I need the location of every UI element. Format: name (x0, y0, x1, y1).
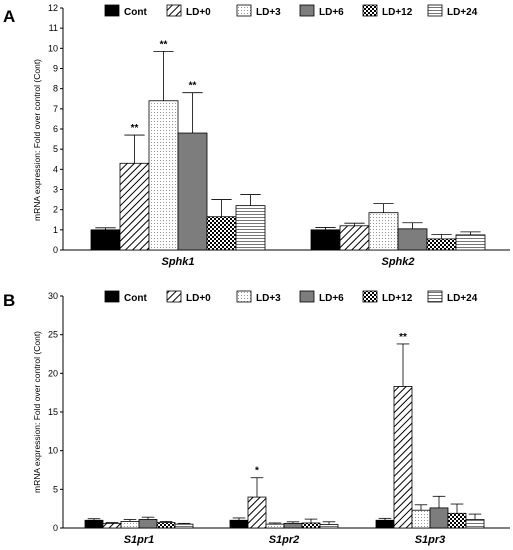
panel-b-legend-swatch (362, 290, 378, 303)
panel-a-label: A (3, 7, 15, 26)
panel-b-legend-swatch (427, 290, 443, 303)
panel-b-significance-mark: * (255, 466, 259, 477)
panel-b-bar (375, 519, 395, 529)
panel-b-y-tick-label: 30 (48, 291, 58, 301)
panel-b-bar (229, 519, 249, 529)
panel-a-bar (426, 238, 457, 251)
panel-b-legend-label: LD+12 (382, 293, 413, 304)
panel-a-bar (397, 228, 428, 251)
panel-a-legend-label: LD+0 (186, 7, 211, 18)
panel-b-bar (247, 496, 267, 529)
panel-b-legend-label: LD+6 (319, 293, 344, 304)
panel-b-y-tick-label: 20 (48, 368, 58, 378)
panel-a-bar (455, 234, 486, 251)
panel-a-y-tick-label: 6 (53, 124, 58, 134)
panel-a-y-tick-label: 0 (53, 245, 58, 255)
panel-b-chart: B mRNA expression: Fold over control (Co… (3, 290, 510, 546)
panel-a-legend-label: LD+12 (382, 7, 413, 18)
panel-b-significance-mark: ** (399, 332, 407, 343)
panel-b-bar (283, 522, 303, 529)
panel-a-bar (177, 132, 208, 251)
panel-a-bar (119, 162, 150, 251)
panel-a-bar (368, 212, 399, 251)
panel-b-bar (411, 509, 431, 529)
panel-a-legend-swatch (427, 4, 443, 17)
panel-b-legend-label: Cont (124, 293, 147, 304)
panel-b-legend-swatch (166, 290, 182, 303)
panel-b-legend-swatch (236, 290, 252, 303)
panel-a-y-tick-label: 12 (48, 3, 58, 13)
panel-a-legend-label: LD+3 (256, 7, 281, 18)
panel-b-bar (393, 386, 413, 529)
panel-a-legend-swatch (104, 4, 120, 17)
panel-a-y-tick-label: 2 (53, 205, 58, 215)
panel-b-category-label: S1pr2 (269, 534, 300, 546)
panel-b-legend-swatch (299, 290, 315, 303)
panel-b-bar (447, 512, 467, 529)
panel-a-chart: A mRNA expression: Fold over control (Co… (3, 3, 510, 268)
panel-b-bar (156, 522, 176, 529)
panel-a-legend-swatch (236, 4, 252, 17)
panel-b-bar (138, 519, 158, 529)
panel-b-category-label: S1pr3 (415, 534, 446, 546)
panel-b-bar (174, 523, 194, 529)
panel-a-bar (310, 229, 341, 251)
panel-a-y-tick-label: 5 (53, 144, 58, 154)
panel-b-y-tick-label: 25 (48, 330, 58, 340)
panel-a-y-tick-label: 10 (48, 43, 58, 53)
panel-a-bar (339, 225, 370, 251)
panel-a-significance-mark: ** (160, 39, 168, 50)
panel-b-y-tick-label: 5 (53, 484, 58, 494)
panel-b-bar (429, 507, 449, 529)
panel-a-category-label: Sphk2 (381, 256, 414, 268)
panel-a-significance-mark: ** (131, 123, 139, 134)
panel-a-y-tick-label: 1 (53, 225, 58, 235)
panel-b-bar (465, 519, 485, 529)
panel-a-y-tick-label: 8 (53, 84, 58, 94)
panel-a-bar (206, 216, 237, 251)
panel-a-legend-swatch (166, 4, 182, 17)
panel-b-bar (301, 522, 321, 529)
panel-a-y-tick-label: 11 (49, 23, 58, 33)
panel-b-y-tick-label: 10 (48, 446, 58, 456)
panel-a-y-tick-label: 3 (53, 185, 58, 195)
panel-b-bar (319, 524, 339, 529)
panel-a-bar (235, 205, 266, 251)
panel-b-bar (102, 522, 122, 529)
panel-b-y-tick-label: 0 (53, 523, 58, 533)
panel-a-significance-mark: ** (189, 81, 197, 92)
panel-a-bar (90, 229, 121, 251)
panel-b-legend-label: LD+24 (447, 293, 478, 304)
panel-a-legend-swatch (362, 4, 378, 17)
panel-b-category-label: S1pr1 (124, 534, 155, 546)
panel-a-bar (148, 100, 179, 251)
panel-b-y-tick-label: 15 (48, 407, 58, 417)
panel-b-label: B (3, 291, 15, 310)
panel-a-legend-label: Cont (124, 7, 147, 18)
panel-b-bar (120, 521, 140, 529)
panel-a-y-tick-label: 7 (53, 104, 58, 114)
panel-b-bar (84, 519, 104, 529)
panel-b-legend-label: LD+3 (256, 293, 281, 304)
panel-b-y-axis-label: mRNA expression: Fold over control (Cont… (32, 331, 42, 493)
panel-a-legend-swatch (299, 4, 315, 17)
panel-b-legend-swatch (104, 290, 120, 303)
panel-a-y-axis-label: mRNA expression: Fold over control (Cont… (32, 59, 42, 221)
panel-a-category-label: Sphk1 (161, 256, 194, 268)
panel-a-legend-label: LD+6 (319, 7, 344, 18)
panel-a-y-tick-label: 9 (53, 64, 58, 74)
panel-b-legend-label: LD+0 (186, 293, 211, 304)
panel-a-legend-label: LD+24 (447, 7, 478, 18)
panel-a-y-tick-label: 4 (53, 164, 58, 174)
panel-b-bar (265, 523, 285, 529)
